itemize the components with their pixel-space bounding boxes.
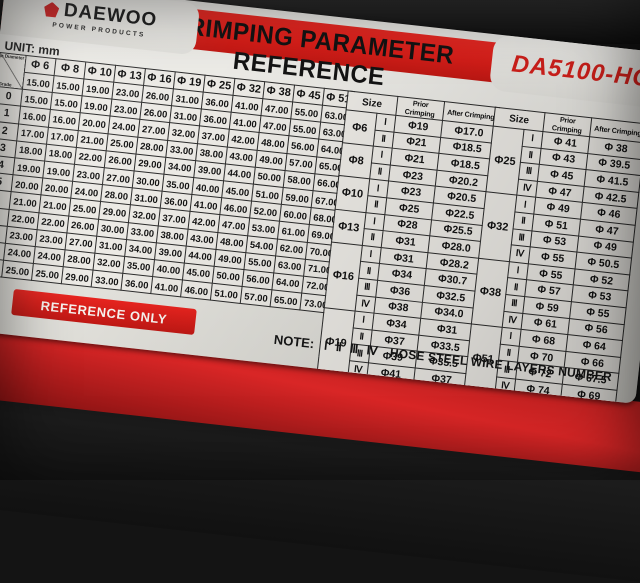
cell-layer: Ⅰ <box>500 327 522 346</box>
cell-layer: Ⅰ <box>371 146 393 165</box>
table-cell: 65.00 <box>270 289 302 311</box>
corner-top-label: Hose Diameter <box>0 52 25 61</box>
row-header-grade: 1 <box>0 103 21 124</box>
cell-layer: Ⅰ <box>364 212 385 231</box>
cell-layer: Ⅲ <box>504 294 525 314</box>
table-corner-cell: Hose Diameter Grade <box>0 52 27 90</box>
cell-layer: Ⅳ <box>502 310 523 330</box>
table-cell: 41.00 <box>150 276 183 298</box>
cell-layer: Ⅰ <box>360 245 382 264</box>
cell-layer: Ⅰ <box>507 261 529 281</box>
table-cell: 36.00 <box>120 273 153 294</box>
reference-label-plate: CRIMPING PARAMETER REFERENCE DAEWOO POWE… <box>0 0 640 404</box>
cell-layer: Ⅰ <box>514 195 536 215</box>
cell-layer: Ⅱ <box>373 129 394 149</box>
cell-layer: Ⅱ <box>513 211 534 231</box>
cell-layer: Ⅳ <box>509 244 531 264</box>
model-number: DA5100-HC <box>510 50 640 93</box>
row-header-grade: 0 <box>0 86 23 107</box>
table-cell: 51.00 <box>210 283 243 304</box>
daewoo-shield-icon <box>43 1 60 18</box>
cell-layer: Ⅳ <box>355 294 376 314</box>
cell-size: Φ13 <box>331 208 366 246</box>
cell-layer: Ⅰ <box>353 311 374 330</box>
cell-size: Φ10 <box>335 175 370 213</box>
table-cell: 25.00 <box>31 263 64 284</box>
cell-layer: Ⅳ <box>347 360 369 380</box>
row-header-grade: 2 <box>0 120 19 141</box>
cell-layer: Ⅲ <box>356 278 378 297</box>
table-cell: 29.00 <box>61 266 93 288</box>
cell-size: Φ8 <box>338 142 374 180</box>
cell-layer: Ⅲ <box>518 162 540 182</box>
cell-layer: Ⅱ <box>505 277 527 297</box>
corner-bottom-label: Grade <box>0 81 12 88</box>
cell-layer: Ⅲ <box>511 228 532 248</box>
cell-layer: Ⅱ <box>362 228 384 248</box>
cell-layer: Ⅰ <box>367 179 389 198</box>
reference-only-label: REFERENCE ONLY <box>39 297 168 327</box>
cell-size: Φ6 <box>342 109 377 147</box>
cell-layer: Ⅱ <box>369 162 391 182</box>
cell-layer: Ⅱ <box>358 261 380 281</box>
cell-layer: Ⅰ <box>522 129 543 149</box>
cell-layer: Ⅳ <box>516 178 538 198</box>
table-cell: 46.00 <box>180 279 213 301</box>
table-cell: 33.00 <box>91 270 123 291</box>
cell-layer: Ⅰ <box>375 113 396 132</box>
cell-layer: Ⅳ <box>494 376 516 396</box>
reference-label-plate-wrapper: CRIMPING PARAMETER REFERENCE DAEWOO POWE… <box>0 0 640 404</box>
cell-layer: Ⅱ <box>520 145 542 165</box>
table-cell: 25.00 <box>1 260 34 281</box>
cell-layer: Ⅱ <box>365 195 387 215</box>
table-cell: 57.00 <box>240 286 272 307</box>
note-label: NOTE: <box>273 331 316 352</box>
